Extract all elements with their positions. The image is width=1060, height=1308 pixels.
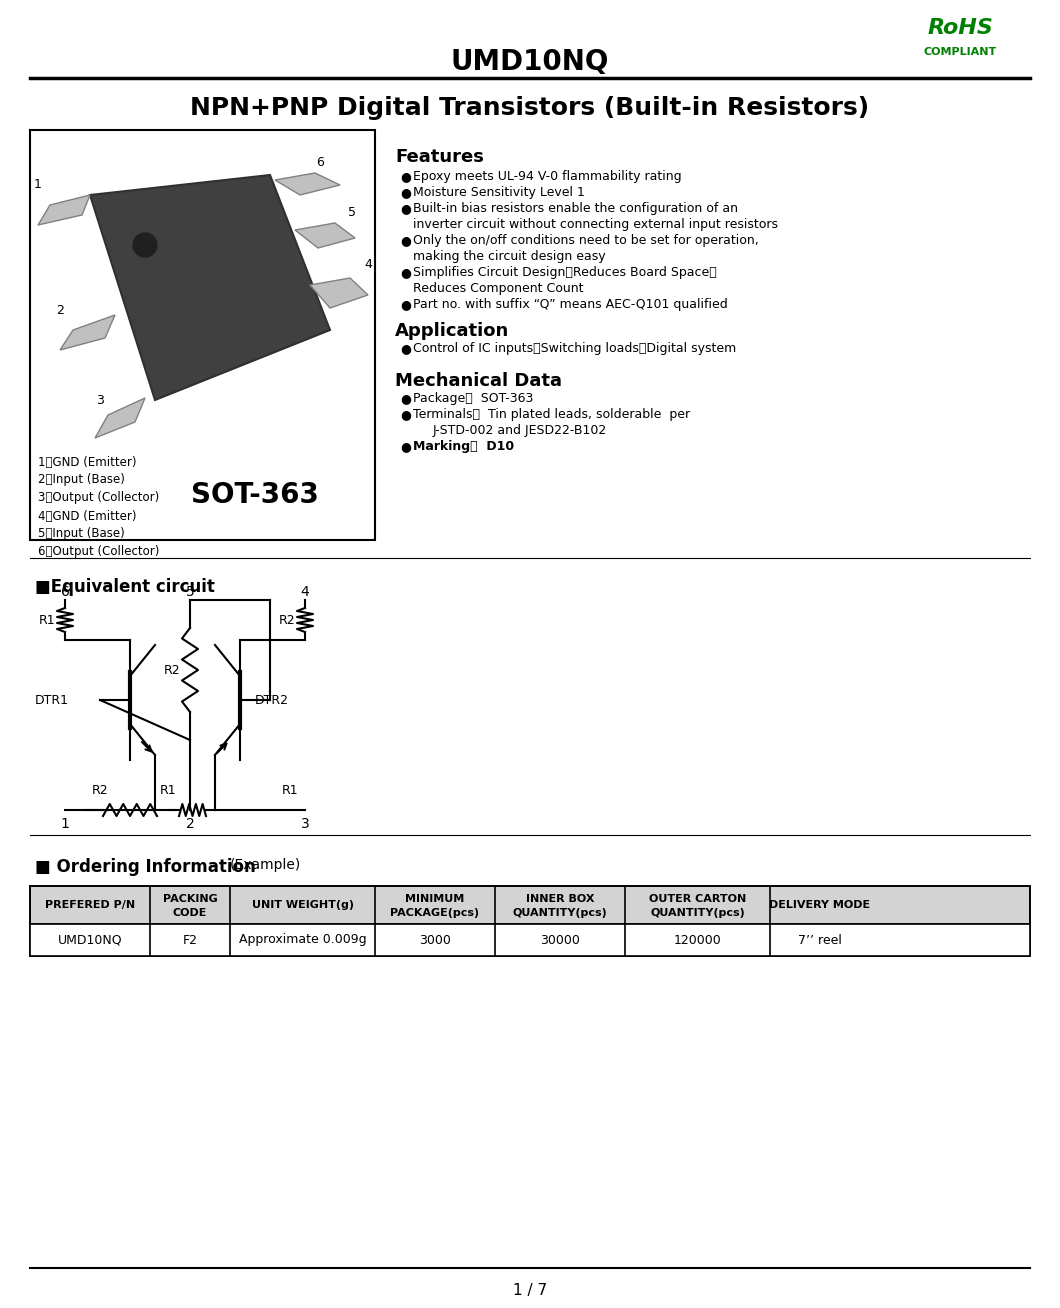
Text: J-STD-002 and JESD22-B102: J-STD-002 and JESD22-B102	[432, 424, 607, 437]
Text: Part no. with suffix “Q” means AEC-Q101 qualified: Part no. with suffix “Q” means AEC-Q101 …	[413, 298, 728, 311]
Text: 30000: 30000	[540, 934, 580, 947]
FancyBboxPatch shape	[30, 886, 1030, 923]
Text: Package：  SOT-363: Package： SOT-363	[413, 392, 533, 405]
Text: Features: Features	[395, 148, 483, 166]
Text: 1、GND (Emitter): 1、GND (Emitter)	[38, 455, 137, 468]
Text: OUTER CARTON: OUTER CARTON	[649, 895, 746, 904]
Text: DTR2: DTR2	[255, 693, 289, 706]
Text: ●: ●	[400, 392, 411, 405]
Text: F2: F2	[182, 934, 197, 947]
Text: PACKAGE(pcs): PACKAGE(pcs)	[390, 908, 479, 918]
Polygon shape	[60, 315, 114, 351]
Text: 3、Output (Collector): 3、Output (Collector)	[38, 492, 159, 505]
Text: DELIVERY MODE: DELIVERY MODE	[770, 900, 870, 910]
Text: Only the on/off conditions need to be set for operation,: Only the on/off conditions need to be se…	[413, 234, 759, 247]
Polygon shape	[95, 398, 145, 438]
Text: RoHS: RoHS	[928, 18, 993, 38]
Text: 3: 3	[96, 394, 104, 407]
Text: Epoxy meets UL-94 V-0 flammability rating: Epoxy meets UL-94 V-0 flammability ratin…	[413, 170, 682, 183]
Text: Reduces Component Count: Reduces Component Count	[413, 283, 583, 296]
Text: 3000: 3000	[419, 934, 450, 947]
Text: ●: ●	[400, 341, 411, 354]
Text: DTR1: DTR1	[35, 693, 69, 706]
Polygon shape	[275, 173, 340, 195]
Text: Moisture Sensitivity Level 1: Moisture Sensitivity Level 1	[413, 186, 585, 199]
Text: 6、Output (Collector): 6、Output (Collector)	[38, 545, 159, 559]
Polygon shape	[38, 195, 90, 225]
Text: QUANTITY(pcs): QUANTITY(pcs)	[513, 908, 607, 918]
Text: ●: ●	[400, 408, 411, 421]
Text: ●: ●	[400, 439, 411, 453]
Text: ■Equivalent circuit: ■Equivalent circuit	[35, 578, 215, 596]
Polygon shape	[310, 279, 368, 307]
Text: UMD10NQ: UMD10NQ	[450, 48, 610, 76]
Text: R1: R1	[38, 613, 55, 627]
Text: Simplifies Circuit Design、Reduces Board Space、: Simplifies Circuit Design、Reduces Board …	[413, 266, 717, 279]
Text: 2: 2	[186, 818, 194, 831]
Text: PREFERED P/N: PREFERED P/N	[45, 900, 135, 910]
Text: SOT-363: SOT-363	[191, 481, 319, 509]
Text: R1: R1	[160, 783, 176, 797]
Text: NPN+PNP Digital Transistors (Built-in Resistors): NPN+PNP Digital Transistors (Built-in Re…	[191, 95, 869, 120]
Text: 5: 5	[348, 207, 356, 220]
Text: 1 / 7: 1 / 7	[513, 1283, 547, 1298]
Text: ●: ●	[400, 186, 411, 199]
Polygon shape	[295, 222, 355, 249]
Text: 6: 6	[316, 157, 324, 170]
Text: 1: 1	[60, 818, 70, 831]
Text: Marking：  D10: Marking： D10	[413, 439, 514, 453]
Text: 7’’ reel: 7’’ reel	[798, 934, 842, 947]
Text: 2: 2	[56, 303, 64, 317]
Text: 3: 3	[301, 818, 310, 831]
Text: ●: ●	[400, 234, 411, 247]
Text: UNIT WEIGHT(g): UNIT WEIGHT(g)	[251, 900, 353, 910]
Text: QUANTITY(pcs): QUANTITY(pcs)	[650, 908, 745, 918]
Text: 120000: 120000	[673, 934, 722, 947]
Text: 5: 5	[186, 585, 194, 599]
Text: Approximate 0.009g: Approximate 0.009g	[238, 934, 367, 947]
FancyBboxPatch shape	[30, 129, 375, 540]
Text: 4: 4	[364, 259, 372, 272]
Text: Application: Application	[395, 322, 509, 340]
Text: Built-in bias resistors enable the configuration of an: Built-in bias resistors enable the confi…	[413, 201, 738, 215]
Text: 5、Input (Base): 5、Input (Base)	[38, 527, 125, 540]
Text: COMPLIANT: COMPLIANT	[923, 47, 996, 58]
Circle shape	[132, 233, 157, 256]
FancyBboxPatch shape	[30, 923, 1030, 956]
Text: ■ Ordering Information: ■ Ordering Information	[35, 858, 255, 876]
Text: UMD10NQ: UMD10NQ	[57, 934, 122, 947]
Text: ●: ●	[400, 201, 411, 215]
Text: R1: R1	[282, 783, 298, 797]
Text: 4、GND (Emitter): 4、GND (Emitter)	[38, 510, 137, 522]
Text: Control of IC inputs、Switching loads、Digital system: Control of IC inputs、Switching loads、Dig…	[413, 341, 737, 354]
Text: Terminals：  Tin plated leads, solderable  per: Terminals： Tin plated leads, solderable …	[413, 408, 690, 421]
Polygon shape	[90, 175, 330, 400]
Text: ●: ●	[400, 170, 411, 183]
Text: MINIMUM: MINIMUM	[405, 895, 464, 904]
Text: (Example): (Example)	[230, 858, 301, 872]
Text: 1: 1	[34, 178, 42, 191]
Text: making the circuit design easy: making the circuit design easy	[413, 250, 605, 263]
Text: 6: 6	[60, 585, 70, 599]
Text: ●: ●	[400, 298, 411, 311]
Text: 2、Input (Base): 2、Input (Base)	[38, 473, 125, 487]
Text: inverter circuit without connecting external input resistors: inverter circuit without connecting exte…	[413, 218, 778, 232]
Text: CODE: CODE	[173, 908, 207, 918]
Text: ●: ●	[400, 266, 411, 279]
Text: R2: R2	[279, 613, 296, 627]
Text: PACKING: PACKING	[162, 895, 217, 904]
Text: INNER BOX: INNER BOX	[526, 895, 595, 904]
Text: Mechanical Data: Mechanical Data	[395, 371, 562, 390]
Text: R2: R2	[163, 663, 180, 676]
Text: R2: R2	[91, 783, 108, 797]
Text: 4: 4	[301, 585, 310, 599]
